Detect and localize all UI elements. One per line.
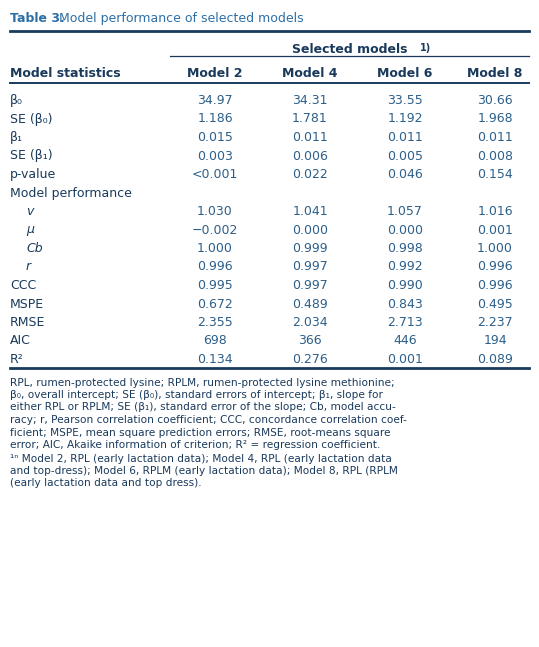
Text: 0.008: 0.008 xyxy=(477,149,513,162)
Text: r: r xyxy=(26,261,31,274)
Text: μ: μ xyxy=(26,223,34,237)
Text: Model statistics: Model statistics xyxy=(10,67,121,80)
Text: p-value: p-value xyxy=(10,168,56,181)
Text: 1.000: 1.000 xyxy=(197,242,233,255)
Text: 1.041: 1.041 xyxy=(292,205,328,218)
Text: 0.003: 0.003 xyxy=(197,149,233,162)
Text: 0.000: 0.000 xyxy=(387,223,423,237)
Text: Selected models: Selected models xyxy=(292,43,407,56)
Text: 1.781: 1.781 xyxy=(292,113,328,126)
Text: 0.046: 0.046 xyxy=(387,168,423,181)
Text: 0.489: 0.489 xyxy=(292,298,328,311)
Text: 698: 698 xyxy=(203,334,227,347)
Text: 0.996: 0.996 xyxy=(477,279,513,292)
Text: 1.057: 1.057 xyxy=(387,205,423,218)
Text: (early lactation data and top dress).: (early lactation data and top dress). xyxy=(10,479,202,488)
Text: 0.998: 0.998 xyxy=(387,242,423,255)
Text: either RPL or RPLM; SE (β₁), standard error of the slope; Cb, model accu-: either RPL or RPLM; SE (β₁), standard er… xyxy=(10,402,396,413)
Text: v: v xyxy=(26,205,33,218)
Text: 2.355: 2.355 xyxy=(197,316,233,329)
Text: 0.015: 0.015 xyxy=(197,131,233,144)
Text: β₀, overall intercept; SE (β₀), standard errors of intercept; β₁, slope for: β₀, overall intercept; SE (β₀), standard… xyxy=(10,390,383,400)
Text: 0.022: 0.022 xyxy=(292,168,328,181)
Text: 0.990: 0.990 xyxy=(387,279,423,292)
Text: error; AIC, Akaike information of criterion; R² = regression coefficient.: error; AIC, Akaike information of criter… xyxy=(10,440,381,450)
Text: 0.996: 0.996 xyxy=(477,261,513,274)
Text: 366: 366 xyxy=(298,334,322,347)
Text: 0.005: 0.005 xyxy=(387,149,423,162)
Text: 1.030: 1.030 xyxy=(197,205,233,218)
Text: 2.237: 2.237 xyxy=(477,316,513,329)
Text: 0.006: 0.006 xyxy=(292,149,328,162)
Text: 0.154: 0.154 xyxy=(477,168,513,181)
Text: 0.276: 0.276 xyxy=(292,353,328,366)
Text: 0.992: 0.992 xyxy=(387,261,423,274)
Text: SE (β₀): SE (β₀) xyxy=(10,113,52,126)
Text: 0.995: 0.995 xyxy=(197,279,233,292)
Text: 0.000: 0.000 xyxy=(292,223,328,237)
Text: 0.001: 0.001 xyxy=(387,353,423,366)
Text: 33.55: 33.55 xyxy=(387,94,423,107)
Text: 194: 194 xyxy=(483,334,507,347)
Text: MSPE: MSPE xyxy=(10,298,44,311)
Text: SE (β₁): SE (β₁) xyxy=(10,149,53,162)
Text: 0.011: 0.011 xyxy=(387,131,423,144)
Text: 1.016: 1.016 xyxy=(477,205,513,218)
Text: 1.192: 1.192 xyxy=(387,113,423,126)
Text: Model 4: Model 4 xyxy=(282,67,338,80)
Text: 0.089: 0.089 xyxy=(477,353,513,366)
Text: Model performance: Model performance xyxy=(10,186,132,199)
Text: 0.672: 0.672 xyxy=(197,298,233,311)
Text: RMSE: RMSE xyxy=(10,316,45,329)
Text: 1.000: 1.000 xyxy=(477,242,513,255)
Text: 446: 446 xyxy=(393,334,417,347)
Text: 30.66: 30.66 xyxy=(477,94,513,107)
Text: ¹ⁿ Model 2, RPL (early lactation data); Model 4, RPL (early lactation data: ¹ⁿ Model 2, RPL (early lactation data); … xyxy=(10,454,392,463)
Text: AIC: AIC xyxy=(10,334,31,347)
Text: Model 6: Model 6 xyxy=(377,67,433,80)
Text: 34.97: 34.97 xyxy=(197,94,233,107)
Text: <0.001: <0.001 xyxy=(192,168,238,181)
Text: 0.843: 0.843 xyxy=(387,298,423,311)
Text: 2.713: 2.713 xyxy=(387,316,423,329)
Text: 0.997: 0.997 xyxy=(292,279,328,292)
Text: 0.011: 0.011 xyxy=(292,131,328,144)
Text: 2.034: 2.034 xyxy=(292,316,328,329)
Text: −0.002: −0.002 xyxy=(192,223,238,237)
Text: 0.001: 0.001 xyxy=(477,223,513,237)
Text: 34.31: 34.31 xyxy=(292,94,328,107)
Text: CCC: CCC xyxy=(10,279,36,292)
Text: Model 8: Model 8 xyxy=(467,67,523,80)
Text: 0.134: 0.134 xyxy=(197,353,233,366)
Text: ficient; MSPE, mean square prediction errors; RMSE, root-means square: ficient; MSPE, mean square prediction er… xyxy=(10,428,390,437)
Text: RPL, rumen-protected lysine; RPLM, rumen-protected lysine methionine;: RPL, rumen-protected lysine; RPLM, rumen… xyxy=(10,377,395,388)
Text: and top-dress); Model 6, RPLM (early lactation data); Model 8, RPL (RPLM: and top-dress); Model 6, RPLM (early lac… xyxy=(10,466,398,476)
Text: Cb: Cb xyxy=(26,242,43,255)
Text: 1.968: 1.968 xyxy=(477,113,513,126)
Text: R²: R² xyxy=(10,353,24,366)
Text: β₁: β₁ xyxy=(10,131,23,144)
Text: Model performance of selected models: Model performance of selected models xyxy=(59,12,303,25)
Text: Table 3.: Table 3. xyxy=(10,12,65,25)
Text: racy; r, Pearson correlation coefficient; CCC, concordance correlation coef-: racy; r, Pearson correlation coefficient… xyxy=(10,415,407,425)
Text: 0.999: 0.999 xyxy=(292,242,328,255)
Text: 0.011: 0.011 xyxy=(477,131,513,144)
Text: Model 2: Model 2 xyxy=(187,67,243,80)
Text: 1): 1) xyxy=(419,43,431,53)
Text: β₀: β₀ xyxy=(10,94,23,107)
Text: 0.997: 0.997 xyxy=(292,261,328,274)
Text: 1.186: 1.186 xyxy=(197,113,233,126)
Text: 0.495: 0.495 xyxy=(477,298,513,311)
Text: 0.996: 0.996 xyxy=(197,261,233,274)
